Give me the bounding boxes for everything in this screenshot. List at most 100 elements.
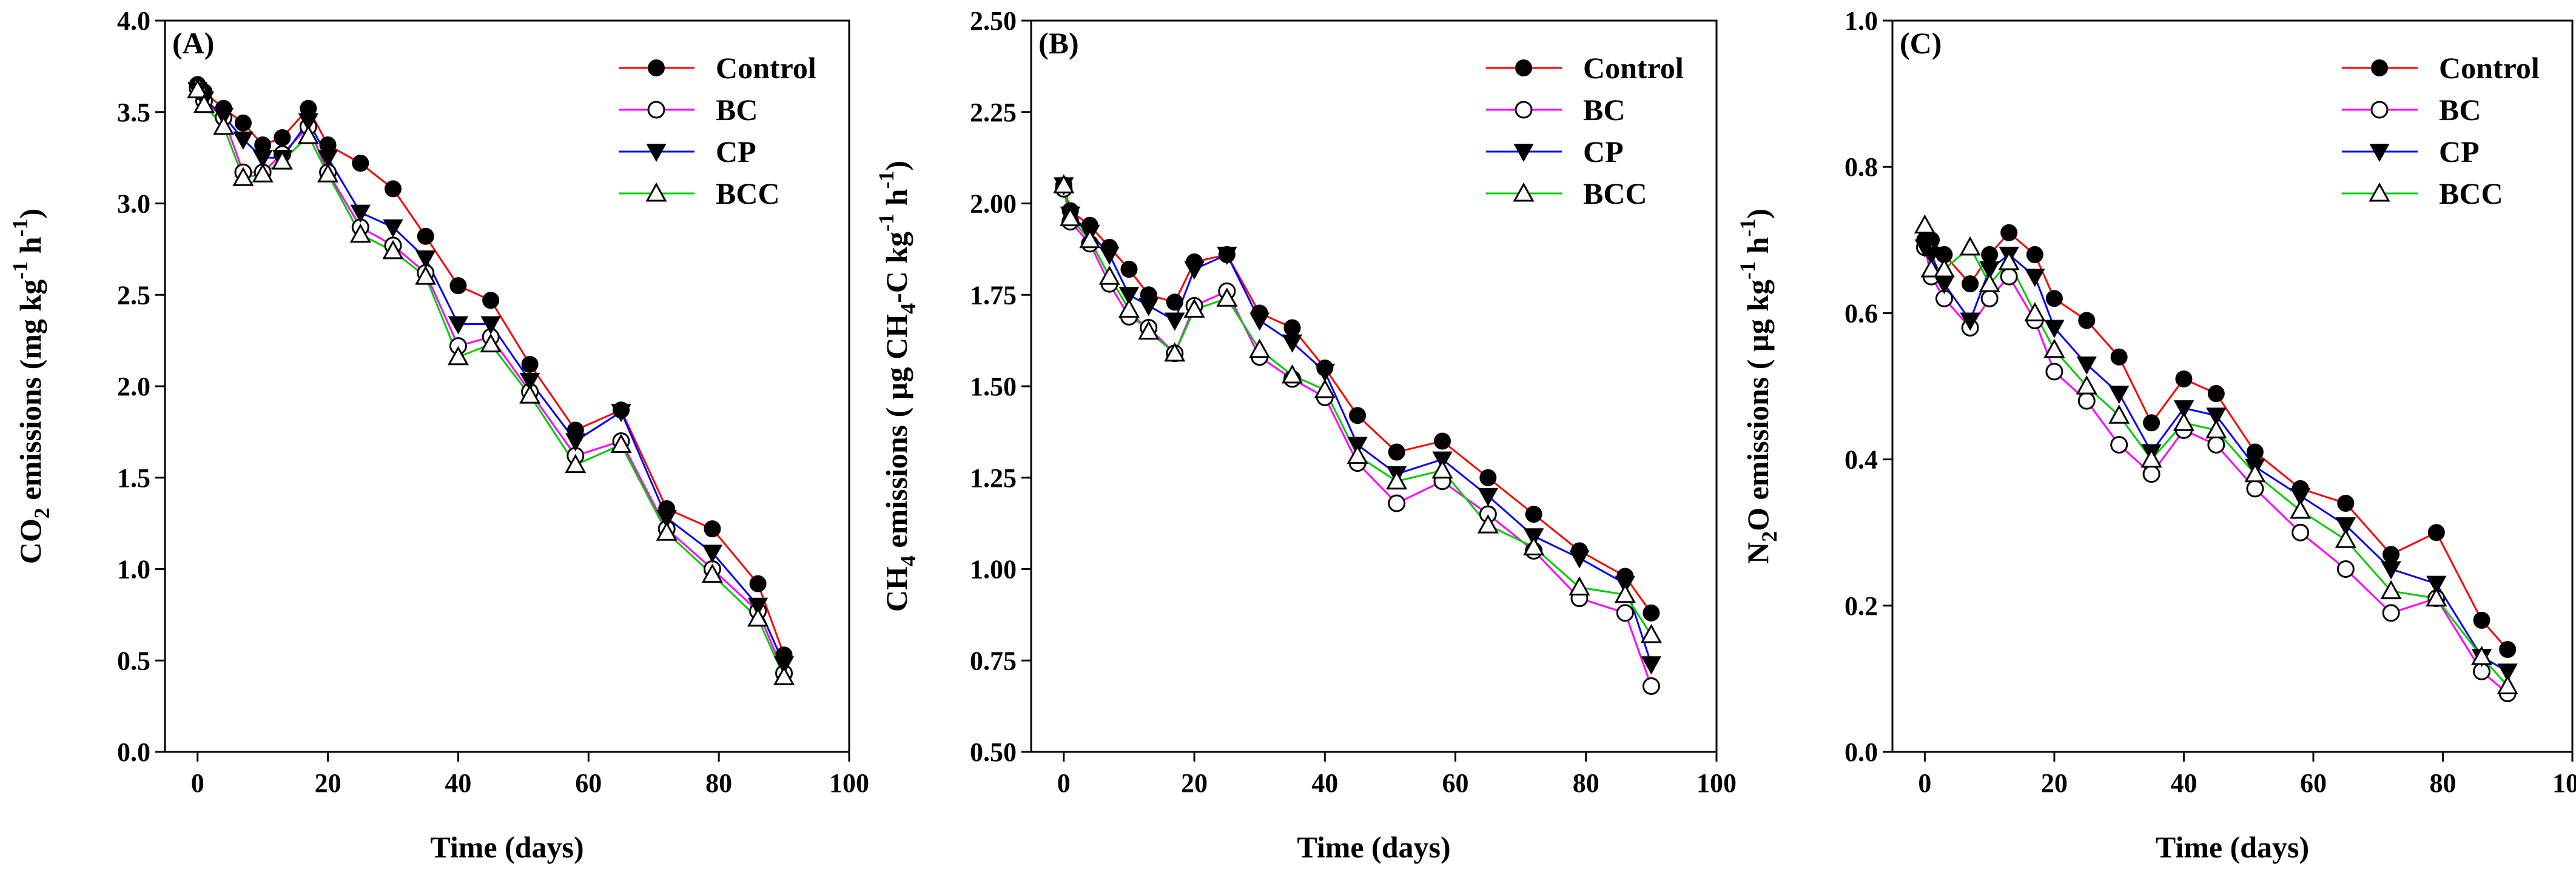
data-point (193, 93, 215, 113)
y-tick-label: 1.75 (970, 280, 1017, 310)
legend: Control BC CP BCC (1486, 51, 1684, 210)
data-point (1388, 494, 1406, 512)
data-point (1060, 207, 1081, 227)
series-points-control (1916, 224, 2517, 659)
x-tick-label: 100 (1697, 768, 1737, 798)
chart-panel-a: 0 20 40 60 80 100 0.0 0.5 1.0 1.5 2.0 2.5 3.0 3.5 4.0 T… (8, 6, 869, 864)
data-point (519, 372, 540, 392)
data-point (187, 79, 209, 99)
data-point (213, 115, 235, 135)
data-point (747, 597, 768, 616)
y-title-subscript: 4 (896, 555, 920, 566)
data-point (749, 575, 767, 592)
y-tick-label: 1.50 (970, 372, 1017, 401)
data-point (2076, 375, 2097, 395)
data-point (350, 204, 371, 223)
x-tick-label: 80 (1573, 768, 1599, 798)
data-point (1282, 334, 1303, 353)
data-point (317, 150, 338, 169)
data-point (656, 510, 677, 529)
y-tick-label: 0.6 (1845, 298, 1878, 328)
legend-label: BC (2439, 93, 2481, 127)
data-point (565, 433, 586, 452)
data-point (2044, 320, 2065, 338)
plot-frame (164, 19, 850, 753)
series-points-bc (189, 79, 793, 682)
series-points-bcc (1053, 174, 1662, 643)
x-tick-label: 100 (2552, 768, 2576, 798)
data-point (1614, 583, 1636, 603)
data-point (1386, 470, 1408, 490)
data-point (2335, 517, 2356, 536)
legend: Control BC CP BCC (619, 51, 816, 210)
data-point (773, 656, 795, 675)
data-point (2173, 412, 2194, 431)
legend-marker (1515, 59, 1532, 76)
data-point (2045, 290, 2063, 307)
data-point (1523, 536, 1545, 555)
y-axis-title: N2O emissions ( µg kg-1 h-1) (1735, 209, 1781, 564)
data-point (449, 277, 467, 295)
y-tick-label: 2.00 (970, 189, 1017, 219)
legend-marker (1515, 101, 1533, 119)
data-point (2205, 419, 2227, 438)
data-point (1933, 258, 1955, 278)
y-title-superscript: -1 (8, 218, 32, 236)
panel-label: (B) (1038, 26, 1079, 60)
x-tick-label: 20 (1181, 768, 1208, 798)
data-point (2175, 370, 2193, 387)
legend-label: Control (2439, 51, 2540, 85)
data-point (1053, 174, 1075, 193)
series-points-cp (187, 82, 795, 675)
data-point (1183, 298, 1205, 318)
data-point (1569, 550, 1590, 569)
data-point (2470, 646, 2493, 665)
data-point (2497, 675, 2518, 694)
x-tick-label: 80 (705, 768, 732, 798)
legend-label: BC (1583, 93, 1625, 127)
y-tick-label: 2.25 (970, 98, 1017, 127)
data-point (1120, 261, 1138, 278)
data-point (1217, 246, 1237, 265)
data-point (1138, 298, 1159, 317)
data-point (2000, 224, 2018, 241)
data-point (385, 180, 402, 198)
data-point (1283, 319, 1301, 337)
y-tick-label: 0.50 (970, 737, 1017, 767)
series-points-bcc (187, 79, 795, 685)
y-title-superscript: -1 (874, 170, 898, 189)
legend-label: Control (716, 51, 816, 85)
data-point (1281, 364, 1303, 384)
y-tick-label: 2.5 (117, 280, 150, 310)
legend-label: BCC (1583, 176, 1647, 210)
data-point (1914, 214, 1935, 234)
series-line-bcc (1923, 225, 2509, 687)
data-point (2207, 385, 2225, 403)
data-point (1164, 342, 1186, 362)
data-point (2292, 523, 2310, 541)
data-point (2426, 575, 2447, 594)
y-tick-label: 0.0 (1845, 737, 1878, 767)
y-title-text: h (879, 189, 913, 213)
x-tick-label: 20 (315, 768, 341, 798)
data-point (1640, 623, 1662, 643)
data-point (1998, 250, 2020, 270)
data-point (1249, 312, 1270, 331)
data-point (234, 114, 252, 132)
x-tick-label: 60 (1442, 768, 1469, 798)
data-point (448, 316, 469, 335)
data-point (1643, 604, 1660, 622)
legend-marker (647, 101, 665, 119)
data-point (2173, 400, 2194, 419)
data-point (2026, 246, 2043, 263)
y-tick-label: 1.25 (970, 463, 1017, 493)
x-axis-title: Time (days) (430, 830, 583, 864)
data-point (447, 346, 469, 366)
y-tick-label: 2.50 (970, 6, 1017, 36)
x-tick-label: 60 (2300, 768, 2327, 798)
data-point (252, 150, 273, 169)
data-point (317, 163, 339, 183)
data-point (1098, 266, 1120, 285)
data-point (2077, 392, 2096, 410)
